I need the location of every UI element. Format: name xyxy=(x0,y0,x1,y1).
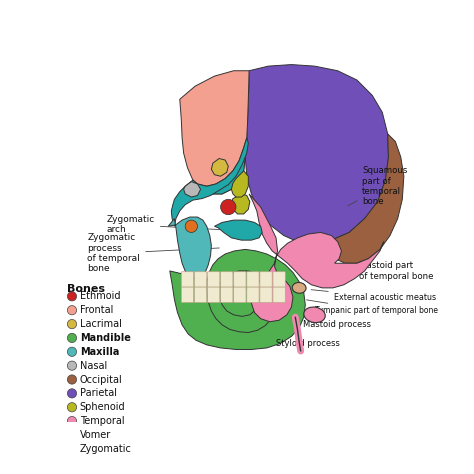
Polygon shape xyxy=(231,171,248,197)
FancyBboxPatch shape xyxy=(182,272,194,287)
Circle shape xyxy=(67,375,77,384)
FancyBboxPatch shape xyxy=(220,272,233,287)
Polygon shape xyxy=(170,249,305,349)
Text: Sphenoid: Sphenoid xyxy=(80,402,125,412)
Text: Temporal: Temporal xyxy=(80,416,124,426)
FancyBboxPatch shape xyxy=(260,287,272,302)
Circle shape xyxy=(67,347,77,356)
Circle shape xyxy=(67,430,77,439)
FancyBboxPatch shape xyxy=(273,287,285,302)
Text: Zygomatic: Zygomatic xyxy=(80,444,132,454)
Text: Mastoid process: Mastoid process xyxy=(303,317,371,329)
Text: Styloid process: Styloid process xyxy=(276,336,340,348)
FancyBboxPatch shape xyxy=(220,287,233,302)
Circle shape xyxy=(67,417,77,426)
Polygon shape xyxy=(319,134,404,263)
FancyBboxPatch shape xyxy=(234,272,246,287)
FancyBboxPatch shape xyxy=(208,287,220,302)
Circle shape xyxy=(67,361,77,370)
Text: Nasal: Nasal xyxy=(80,361,107,371)
Circle shape xyxy=(67,333,77,343)
Text: Ethmoid: Ethmoid xyxy=(80,292,120,301)
Circle shape xyxy=(67,319,77,328)
FancyBboxPatch shape xyxy=(247,272,259,287)
FancyBboxPatch shape xyxy=(260,272,272,287)
Text: External acoustic meatus: External acoustic meatus xyxy=(311,290,436,301)
Circle shape xyxy=(67,389,77,398)
Text: Tympanic part of temporal bone: Tympanic part of temporal bone xyxy=(307,300,438,316)
FancyBboxPatch shape xyxy=(194,272,207,287)
Polygon shape xyxy=(249,194,384,322)
Polygon shape xyxy=(180,71,249,194)
Ellipse shape xyxy=(304,307,325,323)
FancyBboxPatch shape xyxy=(194,287,207,302)
Circle shape xyxy=(67,306,77,315)
Circle shape xyxy=(67,402,77,412)
Text: Occipital: Occipital xyxy=(80,374,122,384)
FancyBboxPatch shape xyxy=(182,287,194,302)
Text: Zygomatic
process
of temporal
bone: Zygomatic process of temporal bone xyxy=(87,233,219,273)
Ellipse shape xyxy=(292,283,306,293)
Polygon shape xyxy=(171,138,248,226)
Text: Zygomatic
arch: Zygomatic arch xyxy=(107,215,227,235)
Polygon shape xyxy=(214,220,262,240)
Circle shape xyxy=(67,292,77,301)
Polygon shape xyxy=(183,182,201,197)
FancyBboxPatch shape xyxy=(208,272,220,287)
FancyBboxPatch shape xyxy=(234,287,246,302)
Polygon shape xyxy=(231,194,250,214)
Circle shape xyxy=(67,444,77,454)
Polygon shape xyxy=(211,158,228,176)
Text: Frontal: Frontal xyxy=(80,305,113,315)
Text: Mandible: Mandible xyxy=(80,333,130,343)
Text: Parietal: Parietal xyxy=(80,388,117,398)
Text: Squamous
part of
temporal
bone: Squamous part of temporal bone xyxy=(348,166,408,206)
FancyBboxPatch shape xyxy=(273,272,285,287)
Circle shape xyxy=(220,200,236,215)
Polygon shape xyxy=(245,64,389,243)
FancyBboxPatch shape xyxy=(247,287,259,302)
Text: Mastoid part
of temporal bone: Mastoid part of temporal bone xyxy=(352,261,434,281)
Polygon shape xyxy=(193,138,247,194)
Circle shape xyxy=(185,220,198,232)
Polygon shape xyxy=(168,217,211,279)
Text: Maxilla: Maxilla xyxy=(80,347,119,357)
Text: Lacrimal: Lacrimal xyxy=(80,319,121,329)
Text: Vomer: Vomer xyxy=(80,430,111,440)
Text: Bones: Bones xyxy=(66,284,105,294)
